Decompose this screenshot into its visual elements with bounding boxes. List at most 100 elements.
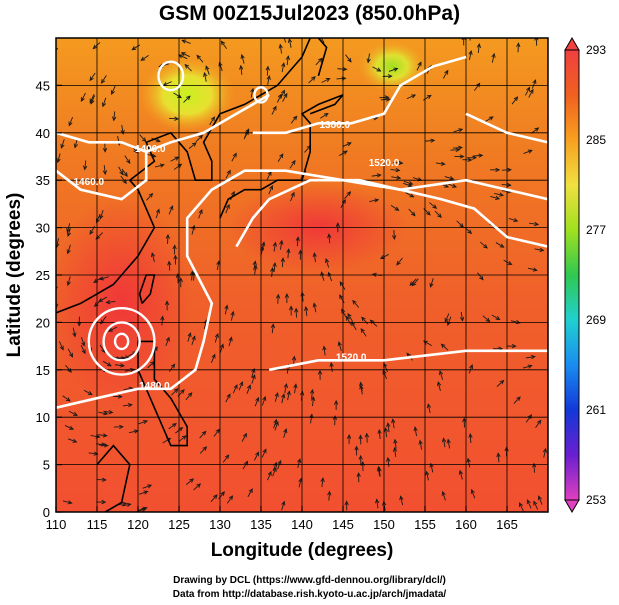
streamline-arrow <box>374 198 380 203</box>
streamline-arrow <box>495 315 501 321</box>
streamline-segment <box>282 93 288 102</box>
streamline-arrow <box>272 261 277 267</box>
streamline-arrow <box>69 425 75 430</box>
streamline-segment <box>388 68 398 72</box>
streamline-arrow <box>347 312 352 318</box>
streamline-arrow <box>284 293 290 298</box>
streamline-segment <box>277 460 282 470</box>
y-tick-label: 45 <box>36 78 50 93</box>
streamline-segment <box>444 313 450 322</box>
streamline-segment <box>443 438 446 448</box>
x-tick-label: 125 <box>168 517 190 532</box>
streamline-segment <box>477 272 484 280</box>
streamline-segment <box>161 316 164 326</box>
streamline-arrow <box>376 173 382 178</box>
streamline-segment <box>435 162 445 165</box>
streamline-arrow <box>266 74 271 80</box>
streamline-segment <box>372 66 381 72</box>
streamline-arrow <box>67 500 73 505</box>
streamline-segment <box>162 438 171 444</box>
height-contour-line <box>465 112 548 144</box>
streamline-arrow <box>406 352 411 358</box>
streamline-arrow <box>534 221 540 227</box>
streamline-arrow <box>418 439 423 445</box>
streamline-arrow <box>228 495 234 501</box>
streamline-arrow <box>358 454 363 460</box>
streamline-arrow <box>290 191 295 197</box>
streamline-arrow <box>515 319 521 325</box>
streamline-arrow <box>437 213 442 219</box>
streamline-segment <box>501 184 511 186</box>
height-contour-line <box>56 131 147 154</box>
streamline-segment <box>442 491 446 501</box>
streamline-arrow <box>429 462 434 468</box>
streamline-arrow <box>242 432 247 438</box>
streamline-segment <box>490 195 500 200</box>
streamline-arrow <box>224 304 229 310</box>
streamline-arrow <box>527 414 533 420</box>
streamline-segment <box>254 397 259 407</box>
streamline-segment <box>147 361 155 369</box>
streamline-segment <box>531 79 536 89</box>
streamline-arrow <box>394 206 400 211</box>
streamline-arrow <box>148 192 154 198</box>
streamline-segment <box>90 95 96 104</box>
streamline-segment <box>527 267 537 271</box>
streamline-segment <box>74 138 78 148</box>
streamline-segment <box>468 50 472 60</box>
streamline-segment <box>427 404 431 414</box>
streamline-segment <box>414 427 417 437</box>
streamline-arrow <box>441 490 446 496</box>
streamline-segment <box>313 253 316 263</box>
streamline-arrow <box>335 222 340 228</box>
streamline-segment <box>290 116 297 124</box>
streamline-arrow <box>120 129 125 135</box>
streamline-segment <box>525 356 535 359</box>
contour-label: 1380.0 <box>320 120 351 131</box>
streamline-segment <box>173 163 182 170</box>
streamline-arrow <box>469 364 474 370</box>
y-tick-label: 15 <box>36 363 50 378</box>
streamline-segment <box>132 44 141 51</box>
streamline-arrow <box>429 282 434 288</box>
streamline-segment <box>453 128 463 133</box>
streamline-segment <box>124 155 131 164</box>
streamline-arrow <box>526 86 531 92</box>
streamline-segment <box>523 149 533 155</box>
y-tick-label: 10 <box>36 410 50 425</box>
streamline-arrow <box>342 150 348 155</box>
streamline-segment <box>168 423 177 430</box>
x-axis-label: Longitude (degrees) <box>211 540 394 561</box>
streamline-arrow <box>102 170 108 176</box>
streamline-segment <box>138 491 148 495</box>
streamline-segment <box>261 396 266 406</box>
streamline-segment <box>430 278 434 287</box>
streamline-arrow <box>461 38 466 41</box>
streamline-segment <box>393 229 395 239</box>
streamline-arrow <box>411 281 417 287</box>
streamline-arrow <box>239 64 244 70</box>
streamline-segment <box>403 180 413 185</box>
streamline-arrow <box>529 88 534 94</box>
streamline-arrow <box>440 161 446 166</box>
streamline-arrow <box>496 452 501 458</box>
streamline-arrow <box>483 244 488 249</box>
streamline-arrow <box>95 218 100 224</box>
streamline-arrow <box>476 43 482 48</box>
streamline-segment <box>391 176 401 179</box>
streamline-arrow <box>426 94 432 100</box>
streamline-segment <box>214 333 219 343</box>
streamline-arrow <box>333 399 339 405</box>
streamline-segment <box>371 174 381 177</box>
streamline-segment <box>168 364 175 372</box>
streamline-arrow <box>539 247 545 253</box>
streamline-arrow <box>122 179 127 185</box>
streamline-segment <box>294 384 297 394</box>
streamline-arrow <box>66 249 71 255</box>
streamline-segment <box>351 321 357 331</box>
streamline-arrow <box>295 236 300 242</box>
streamline-arrow <box>215 428 220 434</box>
streamline-segment <box>101 75 107 84</box>
streamline-arrow <box>218 61 223 67</box>
streamline-segment <box>199 431 207 439</box>
